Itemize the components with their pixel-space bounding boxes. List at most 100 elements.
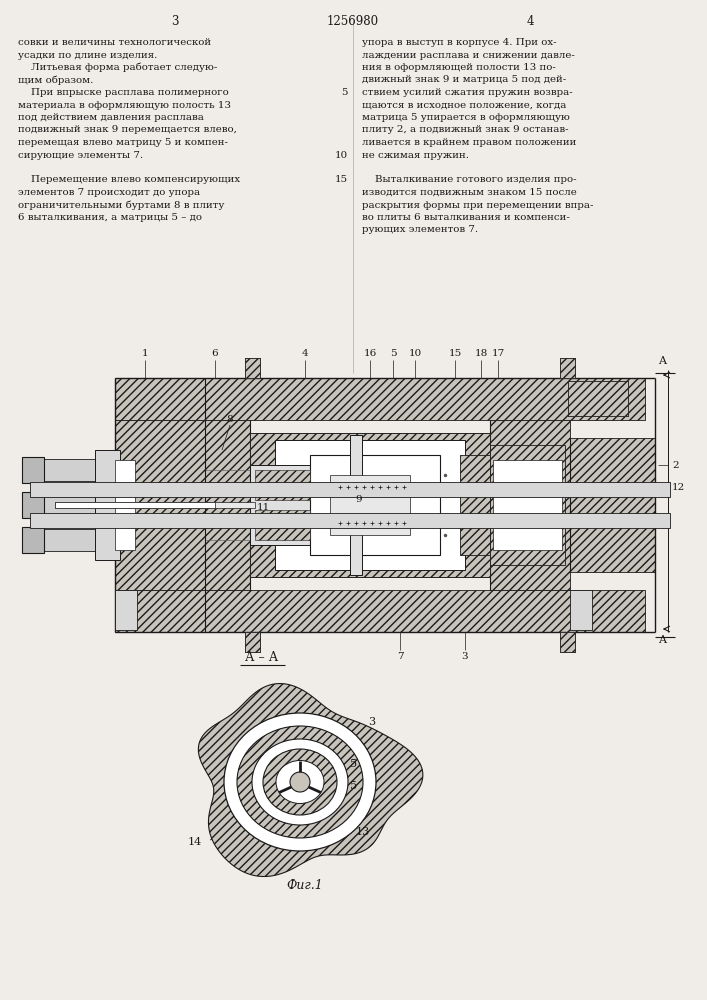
Text: элементов 7 происходит до упора: элементов 7 происходит до упора bbox=[18, 188, 200, 197]
Bar bbox=[275, 440, 465, 570]
Text: не сжимая пружин.: не сжимая пружин. bbox=[362, 150, 469, 159]
Bar bbox=[560, 358, 575, 378]
Bar bbox=[22, 459, 117, 481]
Bar bbox=[568, 381, 628, 416]
Text: 16: 16 bbox=[363, 349, 377, 358]
Text: матрица 5 упирается в оформляющую: матрица 5 упирается в оформляющую bbox=[362, 113, 570, 122]
Text: 18: 18 bbox=[474, 349, 488, 358]
Text: 14: 14 bbox=[188, 837, 202, 847]
Bar bbox=[490, 420, 570, 590]
Text: раскрытия формы при перемещении впра-: раскрытия формы при перемещении впра- bbox=[362, 200, 593, 210]
Text: ливается в крайнем правом положении: ливается в крайнем правом положении bbox=[362, 138, 576, 147]
Text: движный знак 9 и матрица 5 под дей-: движный знак 9 и матрица 5 под дей- bbox=[362, 76, 566, 85]
Text: лаждении расплава и снижении давле-: лаждении расплава и снижении давле- bbox=[362, 50, 575, 60]
Bar bbox=[205, 420, 250, 590]
Text: щаются в исходное положение, когда: щаются в исходное положение, когда bbox=[362, 101, 566, 109]
Ellipse shape bbox=[224, 713, 376, 851]
Bar bbox=[310, 455, 440, 555]
Text: A: A bbox=[658, 635, 666, 645]
Bar bbox=[570, 590, 592, 630]
Bar bbox=[245, 358, 260, 378]
Text: плиту 2, а подвижный знак 9 останав-: плиту 2, а подвижный знак 9 останав- bbox=[362, 125, 568, 134]
Bar bbox=[570, 438, 655, 572]
Text: 5: 5 bbox=[341, 88, 348, 97]
Text: Выталкивание готового изделия про-: Выталкивание готового изделия про- bbox=[362, 176, 577, 184]
Text: совки и величины технологической: совки и величины технологической bbox=[18, 38, 211, 47]
Text: изводится подвижным знаком 15 после: изводится подвижным знаком 15 после bbox=[362, 188, 577, 197]
Ellipse shape bbox=[237, 726, 363, 838]
Bar bbox=[55, 502, 215, 508]
Bar bbox=[22, 457, 44, 483]
Text: 5: 5 bbox=[350, 781, 357, 791]
Text: материала в оформляющую полость 13: материала в оформляющую полость 13 bbox=[18, 101, 231, 109]
Ellipse shape bbox=[252, 739, 348, 825]
Text: Перемещение влево компенсирующих: Перемещение влево компенсирующих bbox=[18, 176, 240, 184]
Text: При впрыске расплава полимерного: При впрыске расплава полимерного bbox=[18, 88, 229, 97]
Bar bbox=[490, 445, 565, 565]
Text: 1: 1 bbox=[141, 349, 148, 358]
Text: Фиг.1: Фиг.1 bbox=[286, 879, 323, 892]
Text: 12: 12 bbox=[672, 483, 685, 491]
Text: упора в выступ в корпусе 4. При ох-: упора в выступ в корпусе 4. При ох- bbox=[362, 38, 556, 47]
Text: 15: 15 bbox=[335, 176, 348, 184]
Bar bbox=[30, 482, 670, 497]
Text: ствием усилий сжатия пружин возвра-: ствием усилий сжатия пружин возвра- bbox=[362, 88, 573, 97]
Bar bbox=[22, 492, 44, 518]
Bar bbox=[460, 455, 490, 555]
Text: 6: 6 bbox=[211, 349, 218, 358]
Text: 4: 4 bbox=[302, 349, 308, 358]
Bar bbox=[560, 632, 575, 652]
Bar bbox=[115, 460, 135, 550]
Text: подвижный знак 9 перемещается влево,: подвижный знак 9 перемещается влево, bbox=[18, 125, 237, 134]
Bar bbox=[493, 460, 562, 550]
Text: ния в оформляющей полости 13 по-: ния в оформляющей полости 13 по- bbox=[362, 63, 556, 72]
Bar bbox=[22, 494, 117, 516]
Text: 13: 13 bbox=[356, 827, 370, 837]
Text: 11: 11 bbox=[257, 502, 269, 512]
Text: 5: 5 bbox=[390, 349, 397, 358]
Text: 6 выталкивания, а матрицы 5 – до: 6 выталкивания, а матрицы 5 – до bbox=[18, 213, 202, 222]
Bar bbox=[350, 435, 362, 575]
Text: 2: 2 bbox=[672, 460, 679, 470]
Text: 9: 9 bbox=[355, 495, 361, 504]
Bar bbox=[245, 358, 260, 378]
Text: перемещая влево матрицу 5 и компен-: перемещая влево матрицу 5 и компен- bbox=[18, 138, 228, 147]
Text: 3: 3 bbox=[171, 15, 179, 28]
Ellipse shape bbox=[276, 760, 324, 804]
Circle shape bbox=[290, 772, 310, 792]
Bar bbox=[115, 378, 645, 420]
Text: Литьевая форма работает следую-: Литьевая форма работает следую- bbox=[18, 63, 217, 73]
Text: A: A bbox=[658, 356, 666, 366]
Text: рующих элементов 7.: рующих элементов 7. bbox=[362, 226, 478, 234]
Bar bbox=[250, 465, 315, 545]
Text: во плиты 6 выталкивания и компенси-: во плиты 6 выталкивания и компенси- bbox=[362, 213, 570, 222]
Text: 10: 10 bbox=[335, 150, 348, 159]
Bar bbox=[245, 632, 260, 652]
Text: ограничительными буртами 8 в плиту: ограничительными буртами 8 в плиту bbox=[18, 200, 224, 210]
Text: под действием давления расплава: под действием давления расплава bbox=[18, 113, 204, 122]
Bar bbox=[95, 450, 120, 560]
Bar bbox=[250, 525, 490, 577]
Bar bbox=[255, 470, 310, 500]
Bar bbox=[560, 358, 575, 378]
Text: 17: 17 bbox=[491, 349, 505, 358]
Text: 8: 8 bbox=[227, 416, 233, 424]
Bar bbox=[115, 420, 205, 590]
Bar bbox=[55, 502, 255, 508]
Text: щим образом.: щим образом. bbox=[18, 76, 93, 85]
Text: А – А: А – А bbox=[245, 651, 279, 664]
Text: 1256980: 1256980 bbox=[327, 15, 379, 28]
Text: 5: 5 bbox=[350, 759, 357, 769]
Bar bbox=[250, 433, 490, 577]
Bar bbox=[245, 632, 260, 652]
Bar bbox=[22, 529, 117, 551]
Bar bbox=[115, 590, 137, 630]
Text: сирующие элементы 7.: сирующие элементы 7. bbox=[18, 150, 143, 159]
Text: 4: 4 bbox=[526, 15, 534, 28]
Text: 3: 3 bbox=[368, 717, 375, 727]
Polygon shape bbox=[199, 684, 423, 876]
Text: усадки по длине изделия.: усадки по длине изделия. bbox=[18, 50, 158, 60]
Text: 3: 3 bbox=[462, 652, 468, 661]
Bar bbox=[255, 510, 310, 540]
Text: 15: 15 bbox=[448, 349, 462, 358]
